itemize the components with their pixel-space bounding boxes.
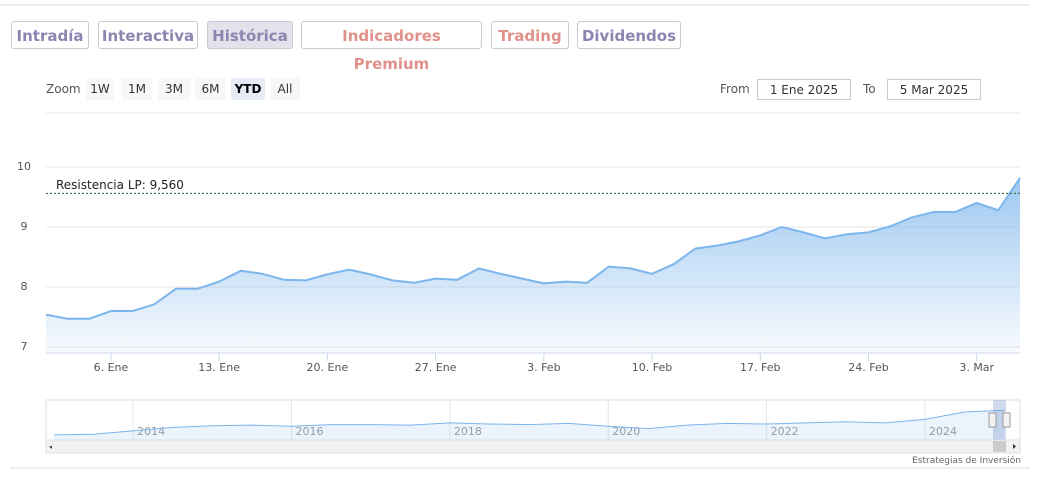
zoom-button[interactable]: 3M	[158, 78, 190, 100]
navigator-label: 2024	[929, 425, 957, 438]
navigator-handle[interactable]	[988, 412, 997, 428]
tab[interactable]: Interactiva	[98, 21, 198, 49]
zoom-button[interactable]: 1W	[86, 78, 114, 100]
scrollbar	[45, 439, 1021, 454]
y-tick-label: 7	[21, 340, 28, 353]
navigator-mask	[993, 400, 1006, 440]
tab-active[interactable]: Histórica	[207, 21, 293, 49]
tab[interactable]: Intradía	[11, 21, 89, 49]
from-label: From	[720, 82, 750, 96]
tab[interactable]: Dividendos	[577, 21, 681, 49]
zoom-button[interactable]: 1M	[122, 78, 152, 100]
x-tick-label: 3. Feb	[527, 361, 560, 374]
credit: Estrategias de Inversión	[912, 456, 1021, 466]
x-tick-label: 27. Ene	[415, 361, 457, 374]
x-tick-label: 13. Ene	[198, 361, 240, 374]
tab[interactable]: Indicadores Premium	[301, 21, 482, 73]
line	[45, 177, 1021, 320]
y-tick-label: 9	[21, 220, 28, 233]
x-tick-label: 10. Feb	[632, 361, 672, 374]
zoom-button[interactable]: 6M	[195, 78, 226, 100]
tab[interactable]: Trading	[491, 21, 569, 49]
area	[46, 177, 1020, 353]
x-tick-label: 6. Ene	[94, 361, 129, 374]
scrollbar-thumb[interactable]	[993, 441, 1006, 452]
navigator-label: 2016	[295, 425, 323, 438]
zoom-button[interactable]: All	[270, 78, 300, 100]
navigator-label: 2020	[612, 425, 640, 438]
zoom-button-active[interactable]: YTD	[231, 78, 265, 100]
zoom-label: Zoom	[46, 82, 81, 96]
navigator-area	[53, 410, 1005, 440]
x-tick-label: 17. Feb	[740, 361, 780, 374]
navigator-handle[interactable]	[1002, 412, 1011, 428]
x-tick-label: 24. Feb	[848, 361, 888, 374]
to-input[interactable]: 5 Mar 2025	[887, 79, 981, 100]
x-tick-label: 3. Mar	[959, 361, 994, 374]
scroll-left[interactable]	[49, 446, 52, 449]
navigator-label: 2022	[771, 425, 799, 438]
navigator-label: 2018	[454, 425, 482, 438]
to-label: To	[863, 82, 876, 96]
navigator-line	[53, 409, 1005, 436]
y-tick-label: 8	[21, 280, 28, 293]
y-tick-label: 10	[17, 160, 31, 173]
scroll-right[interactable]	[1013, 444, 1016, 449]
from-input[interactable]: 1 Ene 2025	[757, 79, 851, 100]
annotation: Resistencia LP: 9,560	[56, 178, 184, 192]
x-tick-label: 20. Ene	[307, 361, 349, 374]
